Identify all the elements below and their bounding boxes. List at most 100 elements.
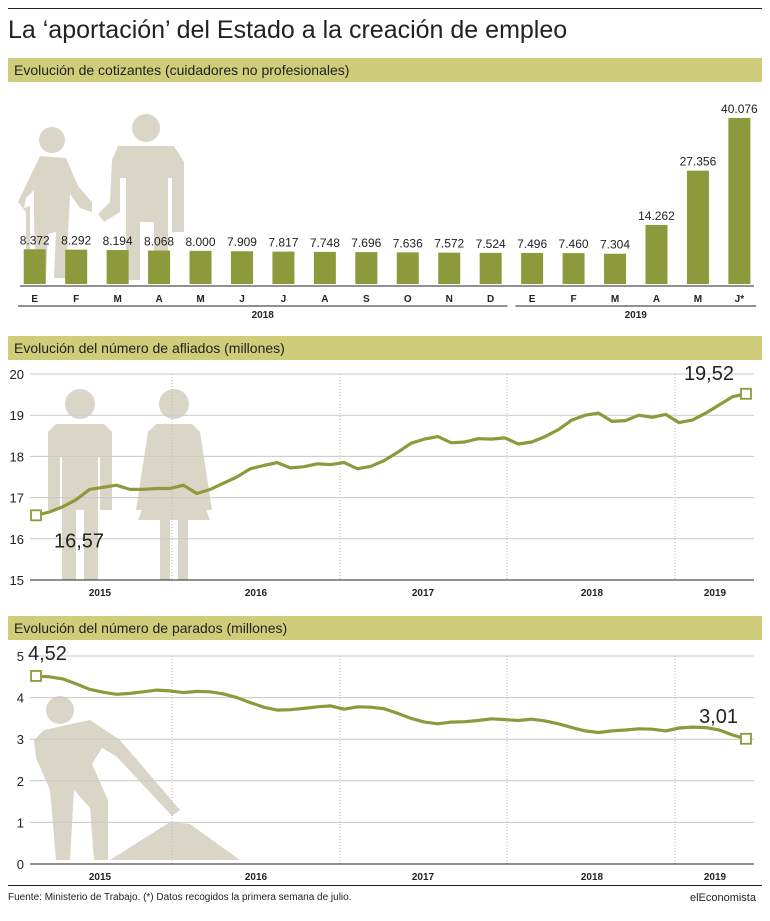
bar-value-label: 7.460: [559, 237, 589, 251]
end-value-label: 3,01: [699, 706, 738, 728]
bar-value-label: 8.194: [103, 234, 133, 248]
bar-month-label: O: [404, 294, 412, 305]
unemployed-chart-header: Evolución del número de parados (millone…: [8, 616, 762, 640]
bar-month-label: F: [571, 294, 577, 305]
x-year-label: 2016: [245, 588, 268, 599]
start-point-marker: [30, 509, 42, 522]
y-tick-label: 18: [10, 449, 24, 464]
bar-month-label: F: [73, 294, 79, 305]
x-year-label: 2018: [581, 588, 604, 599]
bar: [106, 250, 129, 284]
bar: [479, 252, 502, 284]
y-tick-label: 2: [17, 774, 24, 789]
series-line: [35, 392, 747, 517]
bar-value-label: 27.356: [680, 155, 717, 169]
bar: [686, 170, 709, 284]
y-tick-label: 20: [10, 367, 24, 382]
bar: [23, 249, 46, 284]
start-point-marker: [30, 670, 42, 682]
affiliates-chart-header: Evolución del número de afliados (millon…: [8, 336, 762, 360]
unemployed-chart-title: Evolución del número de parados (millone…: [14, 620, 288, 636]
y-tick-label: 5: [17, 649, 24, 664]
bar-value-label: 7.636: [393, 236, 423, 250]
bar-value-label: 8.068: [144, 235, 174, 249]
affiliates-chart-title: Evolución del número de afliados (millon…: [14, 340, 285, 356]
source-note: Fuente: Ministerio de Trabajo. (*) Datos…: [8, 892, 352, 903]
bar-chart-header: Evolución de cotizantes (cuidadores no p…: [8, 58, 762, 82]
bar-month-label: J: [239, 294, 245, 305]
x-year-label: 2018: [581, 872, 604, 883]
bar-value-label: 7.909: [227, 235, 257, 249]
start-value-label: 16,57: [54, 530, 104, 552]
bar-month-label: A: [321, 294, 328, 305]
end-point-marker: [740, 387, 752, 400]
bar-chart-title: Evolución de cotizantes (cuidadores no p…: [14, 62, 350, 78]
bar-month-label: N: [446, 294, 453, 305]
bar: [355, 252, 378, 284]
y-tick-label: 15: [10, 573, 24, 588]
bar: [728, 117, 751, 284]
unemployed-line-chart: 0 1 2 3 4 5 2015 2016 2017 2018 2019 4,52 3,01: [17, 643, 754, 883]
x-year-label: 2017: [412, 872, 435, 883]
bar-month-label: M: [611, 294, 619, 305]
bar-month-label: J*: [735, 294, 745, 305]
year-group-label: 2018: [252, 310, 275, 321]
bar-month-label: E: [31, 294, 38, 305]
x-year-label: 2016: [245, 872, 268, 883]
bar: [645, 224, 668, 284]
bar-value-label: 14.262: [638, 209, 675, 223]
y-tick-label: 16: [10, 532, 24, 547]
bar-month-label: D: [487, 294, 494, 305]
bar-value-label: 8.000: [186, 235, 216, 249]
bar-month-label: S: [363, 294, 370, 305]
elderly-caregiver-silhouette-icon: [18, 114, 184, 280]
bar-month-label: M: [196, 294, 204, 305]
bar-value-label: 7.496: [517, 237, 547, 251]
bar-month-label: M: [694, 294, 702, 305]
top-rule: [8, 8, 762, 9]
y-tick-label: 1: [17, 815, 24, 830]
year-group-label: 2019: [625, 310, 648, 321]
brand-name: elEconomista: [689, 892, 756, 904]
affiliates-line-chart: 15 16 17 18 19 20 2015 2016 2017 2018 2019 16,57 19…: [10, 363, 754, 599]
bar-value-label: 7.524: [476, 237, 506, 251]
y-tick-label: 3: [17, 732, 24, 747]
bar-chart: 8.372 8.292 8.194 8.068 8.000 7.909 7.817 7.748…: [18, 102, 758, 321]
bar-value-label: 7.748: [310, 236, 340, 250]
bar-value-label: 8.372: [20, 233, 50, 247]
bar: [438, 252, 461, 284]
worker-shoveling-silhouette-icon: [34, 696, 240, 860]
bar-value-label: 8.292: [61, 234, 91, 248]
bar: [189, 250, 212, 284]
bar-month-label: M: [113, 294, 121, 305]
start-value-label: 4,52: [28, 643, 67, 665]
y-tick-label: 4: [17, 691, 24, 706]
series-line: [35, 674, 747, 741]
bar-value-label: 7.696: [351, 236, 381, 250]
man-woman-silhouette-icon: [48, 389, 212, 580]
page-title: La ‘aportación’ del Estado a la creación…: [8, 16, 568, 44]
bar: [604, 253, 627, 284]
x-year-label: 2015: [89, 872, 112, 883]
bar-month-label: A: [653, 294, 660, 305]
end-point-marker: [740, 732, 752, 745]
bar: [396, 252, 419, 284]
bar-value-label: 7.817: [268, 236, 298, 250]
end-value-label: 19,52: [684, 363, 734, 385]
bar-value-label: 40.076: [721, 102, 758, 116]
bar-month-label: J: [281, 294, 287, 305]
y-tick-label: 19: [10, 408, 24, 423]
bar-value-label: 7.304: [600, 238, 630, 252]
bar: [313, 251, 336, 284]
bar: [230, 251, 253, 284]
bar: [272, 251, 295, 284]
x-year-label: 2015: [89, 588, 112, 599]
bar-value-label: 7.572: [434, 237, 464, 251]
x-year-label: 2019: [704, 872, 727, 883]
bar: [65, 249, 88, 284]
bar-month-label: A: [155, 294, 162, 305]
bar-month-label: E: [529, 294, 536, 305]
bar: [562, 253, 585, 284]
y-tick-label: 17: [10, 491, 24, 506]
x-year-label: 2019: [704, 588, 727, 599]
